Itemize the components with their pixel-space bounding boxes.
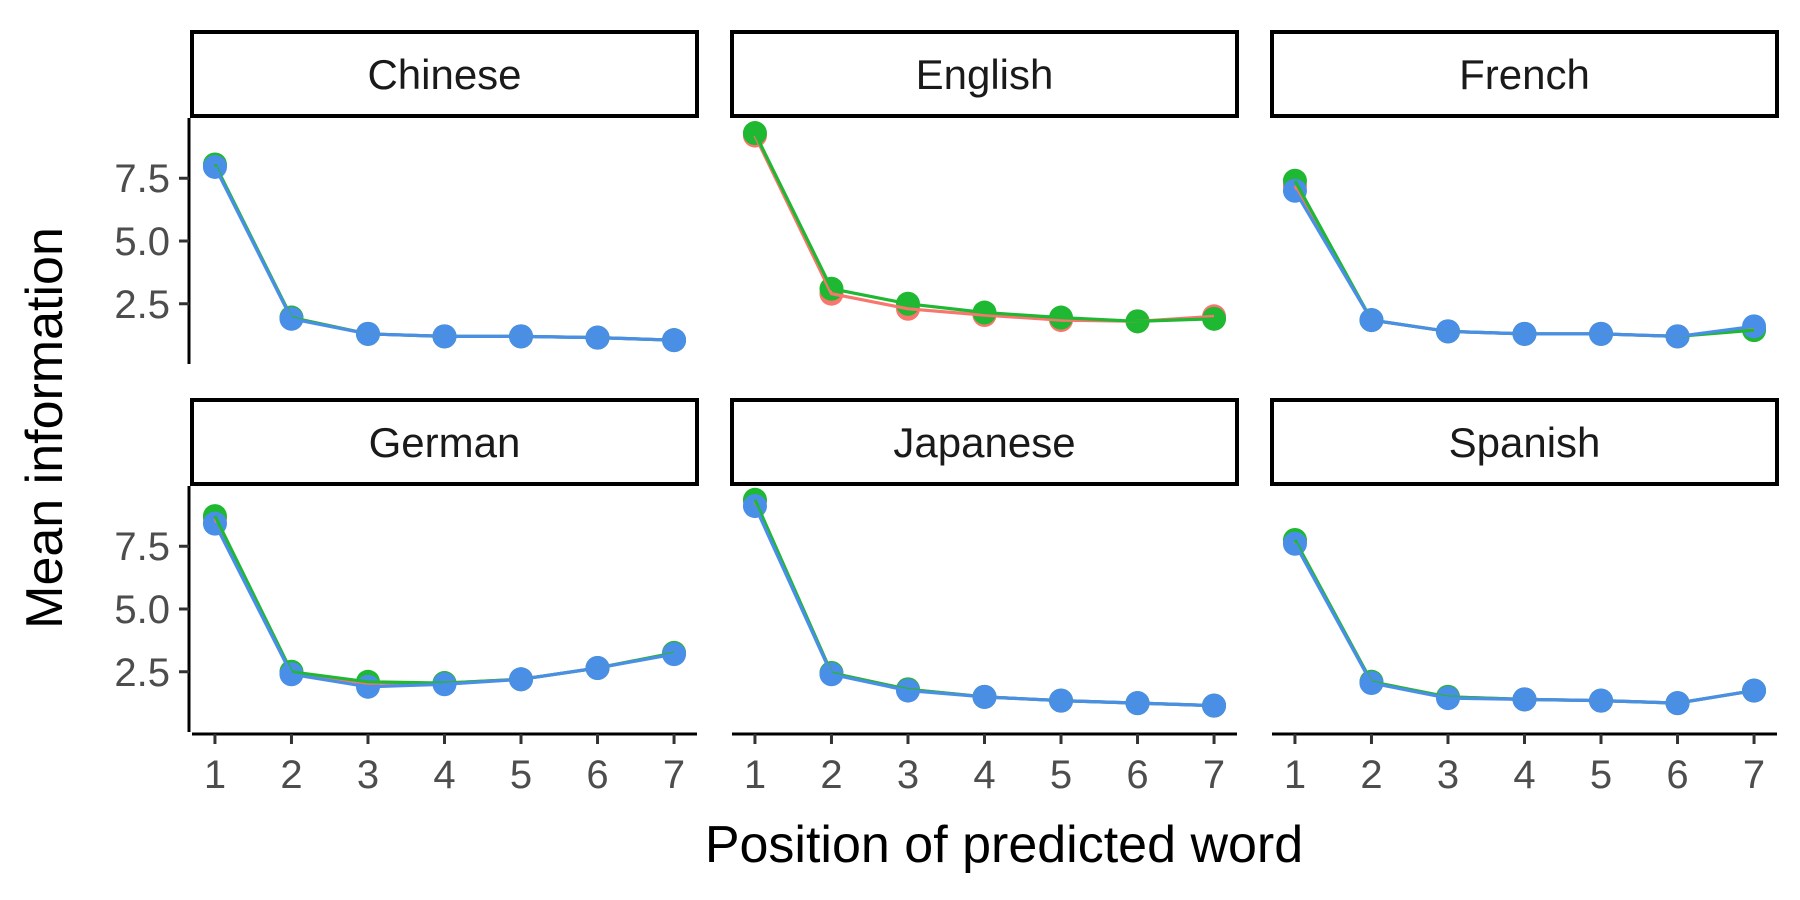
data-point (662, 328, 687, 353)
y-axis-title: Mean information (16, 227, 74, 629)
y-tick-label: 5.0 (114, 220, 170, 264)
x-tick-label: 4 (973, 753, 995, 797)
facet-strip (190, 30, 699, 118)
x-tick-label: 5 (510, 753, 532, 797)
y-tick-label: 2.5 (114, 283, 170, 327)
x-tick-label: 3 (1437, 753, 1459, 797)
facet-english: English (730, 30, 1239, 334)
x-tick-label: 3 (357, 753, 379, 797)
series-line (213, 522, 675, 689)
facet-strip-label: Spanish (1449, 419, 1601, 466)
facet-strip (730, 398, 1239, 486)
facet-chinese: Chinese 2.5 5.0 7.5 (114, 30, 699, 364)
x-tick-label: 6 (586, 753, 608, 797)
data-point (742, 121, 767, 146)
x-tick-label: 2 (820, 753, 842, 797)
series-line (1293, 542, 1755, 705)
x-tick-label: 7 (663, 753, 685, 797)
data-point (1742, 678, 1767, 703)
x-tick-label: 6 (1126, 753, 1148, 797)
facet-strip (190, 398, 699, 486)
y-tick-label: 7.5 (114, 525, 170, 569)
x-tick-label: 7 (1203, 753, 1225, 797)
x-tick-label: 6 (1666, 753, 1688, 797)
y-tick-label: 7.5 (114, 157, 170, 201)
data-point (1202, 693, 1227, 718)
facet-german: German 2.5 5.0 7.5 1 2 3 4 5 6 7 (114, 398, 699, 797)
x-tick-label: 5 (1050, 753, 1072, 797)
x-tick-label: 1 (744, 753, 766, 797)
series-line (753, 132, 1215, 323)
facet-strip-label: Japanese (893, 419, 1075, 466)
facet-strip-label: Chinese (367, 51, 521, 98)
x-tick-label: 2 (1360, 753, 1382, 797)
series-line (753, 505, 1215, 708)
x-axis-title: Position of predicted word (705, 816, 1303, 874)
data-point (1742, 314, 1767, 339)
facet-strip (1270, 398, 1779, 486)
x-tick-label: 4 (1513, 753, 1535, 797)
facets-layer: Chinese 2.5 5.0 7.5 English French German 2.5 5.… (114, 30, 1779, 797)
series-line (213, 166, 675, 342)
facet-japanese: Japanese 1 2 3 4 5 6 7 (730, 398, 1239, 797)
x-tick-label: 4 (433, 753, 455, 797)
x-tick-label: 1 (1284, 753, 1306, 797)
series-line (1293, 189, 1755, 339)
x-tick-label: 5 (1590, 753, 1612, 797)
facet-spanish: Spanish 1 2 3 4 5 6 7 (1270, 398, 1779, 797)
facet-french: French (1270, 30, 1779, 349)
facet-strip (730, 30, 1239, 118)
y-tick-label: 2.5 (114, 651, 170, 695)
x-tick-label: 3 (897, 753, 919, 797)
x-tick-label: 7 (1743, 753, 1765, 797)
facet-strip-label: French (1459, 51, 1590, 98)
facet-strip-label: English (916, 51, 1054, 98)
data-point (1202, 306, 1227, 331)
facet-strip-label: German (369, 419, 521, 466)
facet-strip (1270, 30, 1779, 118)
data-point (742, 494, 767, 519)
y-tick-label: 5.0 (114, 588, 170, 632)
x-tick-label: 1 (204, 753, 226, 797)
x-tick-label: 2 (280, 753, 302, 797)
